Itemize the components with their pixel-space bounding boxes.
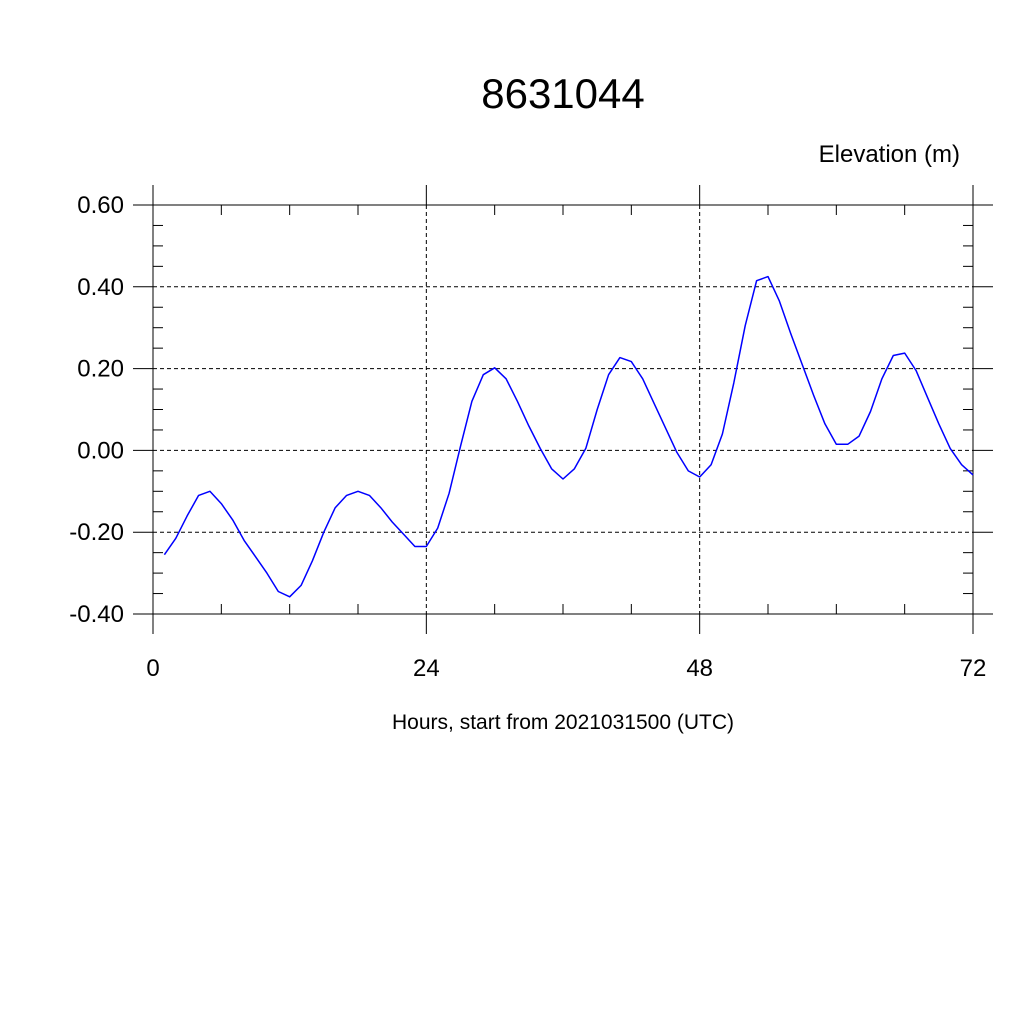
chart-title: 8631044	[481, 70, 645, 117]
y-axis-label: Elevation (m)	[819, 141, 960, 168]
x-axis-label: Hours, start from 2021031500 (UTC)	[392, 711, 734, 734]
series-line	[163, 275, 974, 598]
x-tick-label: 72	[960, 655, 987, 682]
plot-frame	[152, 204, 974, 615]
series	[163, 275, 974, 598]
y-tick-label: 0.60	[77, 192, 124, 219]
x-tick-label: 0	[146, 655, 159, 682]
y-tick-label: -0.40	[69, 601, 124, 628]
y-tick-label: 0.20	[77, 356, 124, 383]
y-tick-label: 0.00	[77, 437, 124, 464]
y-tick-label: -0.20	[69, 519, 124, 546]
x-tick-label: 48	[686, 655, 713, 682]
x-tick-label: 24	[413, 655, 440, 682]
y-tick-labels: -0.40 -0.20 0.00 0.20 0.40 0.60	[69, 192, 124, 628]
x-tick-labels: 0 24 48 72	[146, 655, 986, 682]
y-tick-label: 0.40	[77, 274, 124, 301]
axis-ticks	[133, 185, 993, 634]
